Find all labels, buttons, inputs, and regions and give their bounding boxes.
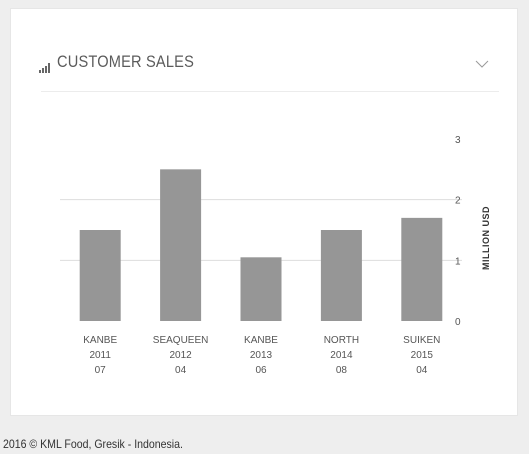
x-tick-label: 2013 [250,350,273,361]
x-tick-label: 07 [95,365,107,376]
bar [320,230,362,321]
x-tick-label: 2011 [89,350,111,361]
bar [79,230,121,321]
x-tick-label: NORTH [324,335,359,346]
customer-sales-widget: CUSTOMER SALES [10,8,518,416]
x-tick-label: KANBE [83,335,117,346]
x-tick-label: 04 [416,365,428,376]
y-tick-label: 1 [455,256,461,267]
x-tick-label: 06 [255,365,267,376]
x-tick-label: SUIKEN [403,335,440,346]
y-tick-label: 2 [455,196,461,207]
bar [401,217,443,321]
x-tick-label: KANBE [244,335,278,346]
header-divider [41,91,499,92]
x-tick-label: 04 [175,365,187,376]
x-tick-label: SEAQUEEN [153,335,209,346]
widget-header: CUSTOMER SALES [37,51,503,77]
footer-copyright: 2016 © KML Food, Gresik - Indonesia. [3,437,183,451]
y-tick-label: 3 [455,135,461,146]
chevron-down-icon[interactable] [475,59,489,69]
x-tick-label: 2014 [330,350,353,361]
x-tick-label: 2012 [169,350,192,361]
bar [240,257,282,321]
signal-bars-icon [39,63,53,73]
x-tick-label: 2015 [411,350,434,361]
x-tick-label: 08 [336,365,348,376]
y-tick-label: 0 [455,317,461,328]
widget-title: CUSTOMER SALES [57,52,195,71]
bar [160,169,202,321]
y-axis-label: MILLION USD [481,206,491,270]
